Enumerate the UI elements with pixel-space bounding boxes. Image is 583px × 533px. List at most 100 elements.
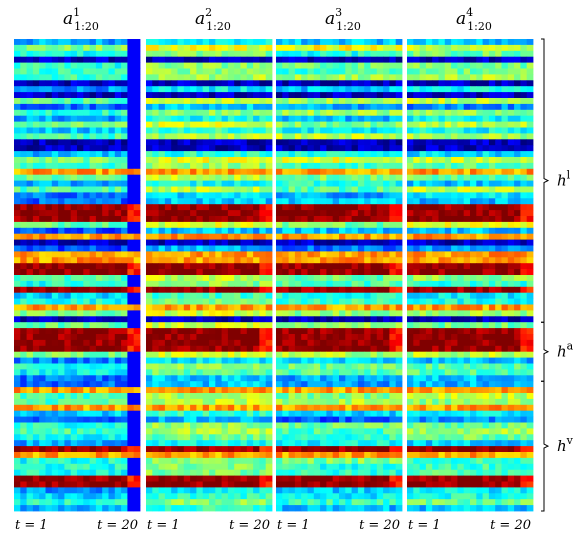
heatmap-cell <box>227 168 235 176</box>
heatmap-cell <box>345 227 352 235</box>
heatmap-cell <box>190 499 197 506</box>
heatmap-cell <box>339 50 346 58</box>
heatmap-cell <box>51 292 59 299</box>
heatmap-cell <box>332 475 340 482</box>
heatmap-cell <box>177 452 185 459</box>
heatmap-cell <box>164 39 172 46</box>
heatmap-cell <box>45 375 53 382</box>
heatmap-cell <box>240 322 248 329</box>
heatmap-cell <box>89 334 97 341</box>
heatmap-cell <box>320 398 327 406</box>
heatmap-cell <box>196 381 204 388</box>
heatmap-cell <box>158 192 166 199</box>
heatmap-cell <box>265 145 273 152</box>
heatmap-cell <box>395 499 403 506</box>
heatmap-cell <box>14 481 21 488</box>
heatmap-cell <box>288 162 296 170</box>
heatmap-cell <box>215 162 222 170</box>
heatmap-cell <box>121 216 128 223</box>
heatmap-cell <box>177 145 185 152</box>
heatmap-cell <box>313 280 321 288</box>
heatmap-cell <box>196 92 204 99</box>
heatmap-cell <box>259 227 267 235</box>
heatmap-cell <box>282 68 289 75</box>
heatmap-cell <box>196 387 204 394</box>
heatmap-cell <box>108 192 116 199</box>
heatmap-cell <box>332 80 340 87</box>
heatmap-cell <box>240 393 248 400</box>
heatmap-cell <box>133 481 141 488</box>
heatmap-cell <box>190 487 197 494</box>
heatmap-cell <box>332 505 340 512</box>
heatmap-cell <box>177 410 185 417</box>
heatmap-cell <box>301 204 308 211</box>
heatmap-cell <box>395 428 403 435</box>
heatmap-cell <box>83 50 90 58</box>
heatmap-cell <box>332 50 340 58</box>
heatmap-cell <box>215 298 222 305</box>
heatmap-cell <box>364 216 371 223</box>
heatmap-cell <box>26 304 34 311</box>
heatmap-cell <box>32 493 40 500</box>
heatmap-cell <box>294 275 302 282</box>
heatmap-cell <box>495 80 502 87</box>
heatmap-cell <box>326 109 334 117</box>
heatmap-cell <box>202 446 210 453</box>
heatmap-cell <box>70 328 78 335</box>
heatmap-cell <box>282 109 289 117</box>
heatmap-cell <box>83 469 90 476</box>
heatmap-cell <box>51 257 59 264</box>
heatmap-cell <box>58 180 65 187</box>
heatmap-cell <box>294 487 302 494</box>
heatmap-cell <box>171 92 178 99</box>
heatmap-cell <box>320 257 327 264</box>
heatmap-cell <box>83 239 90 246</box>
heatmap-cell <box>276 180 283 187</box>
heatmap-cell <box>39 457 46 465</box>
heatmap-cell <box>345 198 352 205</box>
heatmap-cell <box>209 145 216 152</box>
heatmap-cell <box>246 310 254 317</box>
heatmap-cell <box>307 68 315 75</box>
heatmap-cell <box>345 263 352 270</box>
heatmap-cell <box>146 434 153 441</box>
heatmap-cell <box>45 115 53 122</box>
heatmap-cell <box>227 245 235 252</box>
heatmap-cell <box>51 304 59 311</box>
heatmap-cell <box>51 475 59 482</box>
heatmap-cell <box>58 345 65 353</box>
heatmap-cell <box>221 310 229 317</box>
heatmap-cell <box>234 68 241 75</box>
heatmap-cell <box>32 210 40 217</box>
heatmap-cell <box>196 245 204 252</box>
heatmap-cell <box>95 216 103 223</box>
heatmap-cell <box>152 127 159 134</box>
heatmap-cell <box>351 487 359 494</box>
heatmap-cell <box>345 115 352 122</box>
heatmap-cell <box>64 174 72 181</box>
heatmap-cell <box>313 304 321 311</box>
heatmap-cell <box>357 375 365 382</box>
heatmap-cell <box>364 127 371 134</box>
heatmap-cell <box>221 452 229 459</box>
heatmap-cell <box>95 109 103 117</box>
heatmap-cell <box>164 44 172 52</box>
heatmap-cell <box>507 68 515 75</box>
heatmap-cell <box>39 257 46 264</box>
heatmap-cell <box>376 422 384 429</box>
heatmap-cell <box>501 68 509 75</box>
heatmap-cell <box>89 98 97 105</box>
heatmap-cell <box>102 375 109 382</box>
heatmap-cell <box>108 452 116 459</box>
heatmap-cell <box>364 103 371 111</box>
heatmap-cell <box>301 115 308 122</box>
heatmap-cell <box>246 505 254 512</box>
heatmap-cell <box>158 204 166 211</box>
heatmap-cell <box>177 487 185 494</box>
heatmap-cell <box>114 334 122 341</box>
heatmap-cell <box>32 381 40 388</box>
heatmap-cell <box>51 103 59 111</box>
heatmap-cell <box>26 216 34 223</box>
heatmap-cell <box>39 251 46 258</box>
heatmap-cell <box>177 469 185 476</box>
